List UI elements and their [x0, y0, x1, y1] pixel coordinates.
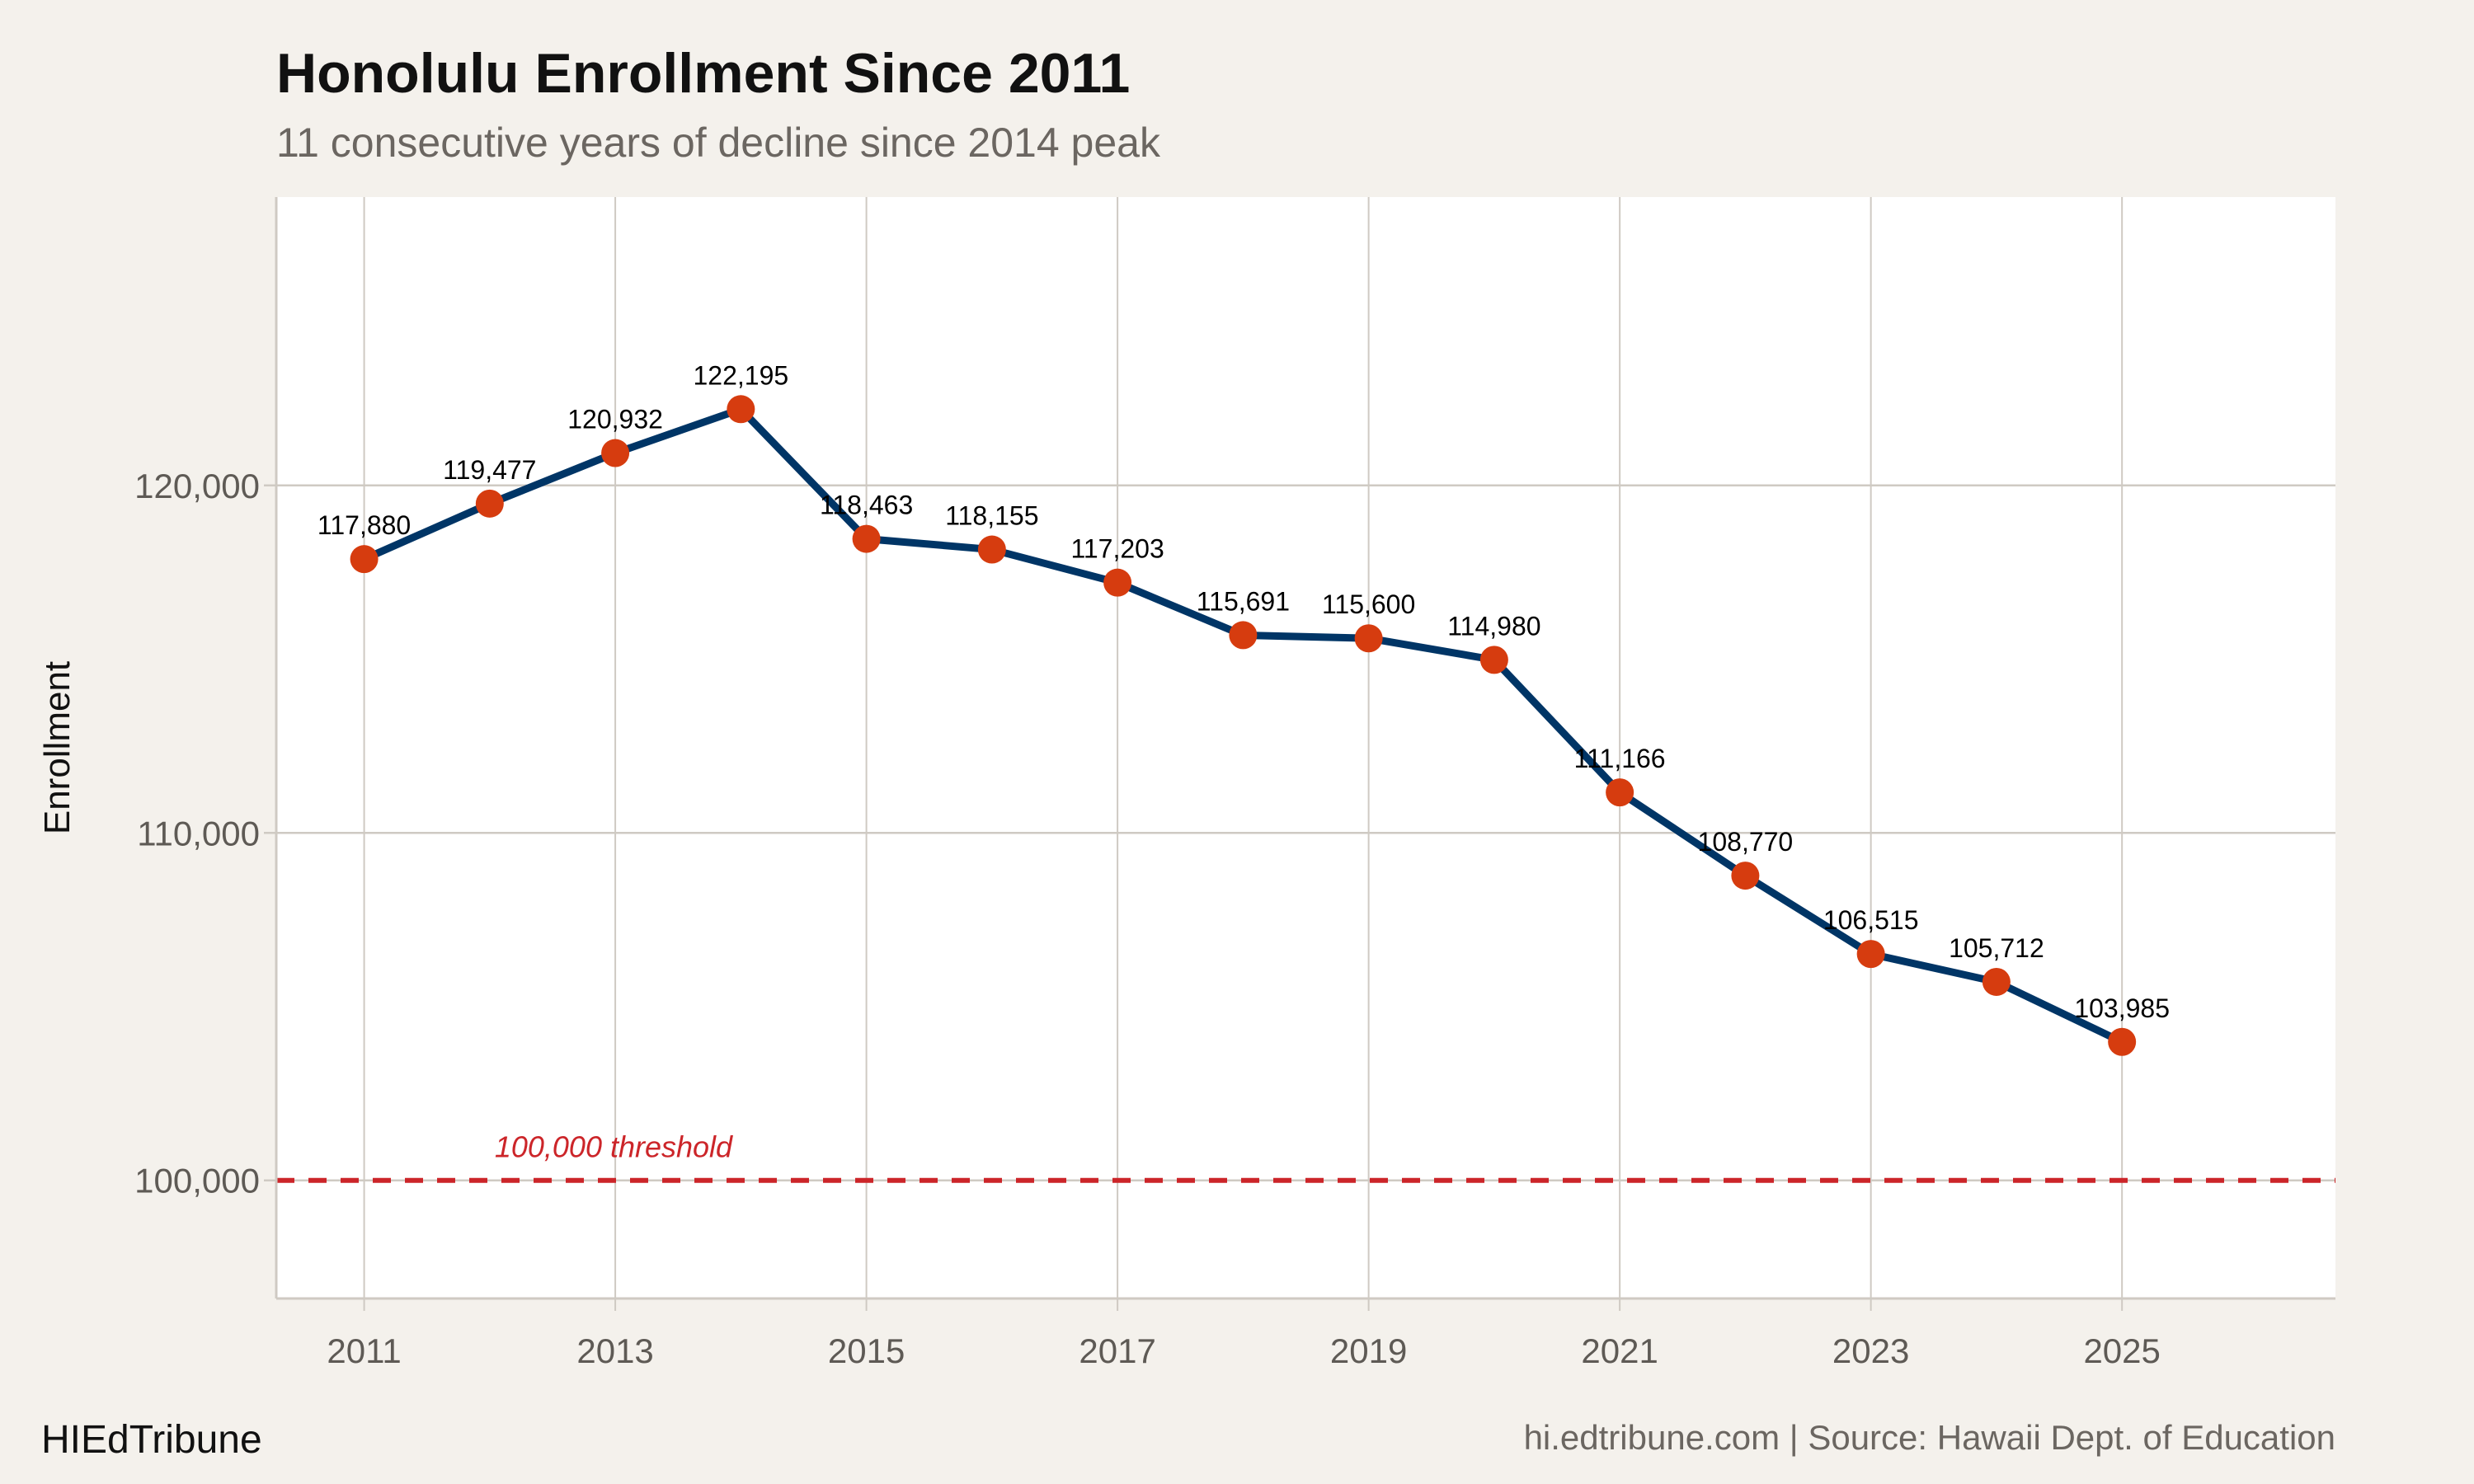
data-point	[601, 439, 630, 467]
data-label: 106,515	[1823, 905, 1919, 935]
x-tick-label: 2011	[327, 1331, 401, 1370]
plot-panel	[276, 197, 2335, 1298]
data-label: 117,880	[317, 510, 411, 540]
threshold-label: 100,000 threshold	[495, 1130, 733, 1164]
x-tick-label: 2025	[2083, 1331, 2160, 1370]
data-label: 105,712	[1949, 933, 2044, 963]
data-label: 118,463	[820, 491, 913, 520]
tick-labels: 2011 2013 2015 2017 2019 2021 2023 2025 100,000 1…	[134, 467, 2161, 1370]
data-label: 114,980	[1447, 611, 1540, 641]
data-point	[977, 535, 1006, 564]
x-tick-label: 2023	[1832, 1331, 1909, 1370]
x-tick-label: 2013	[576, 1331, 653, 1370]
data-point	[350, 545, 379, 574]
data-point	[1856, 940, 1885, 969]
data-point	[1354, 624, 1383, 653]
x-tick-label: 2019	[1330, 1331, 1407, 1370]
data-label: 108,770	[1698, 827, 1794, 857]
data-label: 120,932	[567, 405, 663, 434]
x-tick-label: 2015	[828, 1331, 905, 1370]
y-tick-label: 100,000	[134, 1162, 260, 1200]
data-label: 118,155	[945, 501, 1038, 531]
data-point	[475, 489, 504, 518]
x-tick-label: 2021	[1581, 1331, 1658, 1370]
source-credit: hi.edtribune.com | Source: Hawaii Dept. …	[1524, 1418, 2335, 1457]
data-point	[1479, 646, 1508, 674]
data-label: 115,600	[1322, 589, 1415, 619]
data-point	[2108, 1027, 2137, 1056]
reference-line-group: 100,000 threshold	[276, 1130, 2335, 1183]
chart-title: Honolulu Enrollment Since 2011	[276, 42, 1130, 105]
data-label: 115,691	[1197, 586, 1290, 616]
y-tick-label: 110,000	[137, 814, 260, 852]
y-tick-label: 120,000	[134, 467, 260, 505]
data-point	[1103, 568, 1132, 597]
data-point	[1606, 778, 1634, 807]
data-label: 111,166	[1574, 744, 1666, 773]
y-axis-title: Enrollment	[37, 661, 78, 834]
data-point	[1731, 862, 1760, 890]
x-tick-label: 2017	[1079, 1331, 1155, 1370]
series-enrollment: 117,880 119,477 120,932 122,195 118,463 118,1…	[317, 360, 2170, 1056]
chart-subtitle: 11 consecutive years of decline since 20…	[276, 120, 1161, 166]
data-label: 122,195	[694, 360, 789, 390]
data-label: 117,203	[1070, 534, 1164, 564]
data-point	[852, 524, 881, 553]
data-point	[1982, 967, 2011, 996]
data-label: 103,985	[2074, 993, 2170, 1023]
data-point	[727, 395, 755, 424]
data-point	[1229, 621, 1258, 650]
brand-logo-text: HIEdTribune	[41, 1418, 262, 1462]
data-label: 119,477	[443, 455, 536, 485]
